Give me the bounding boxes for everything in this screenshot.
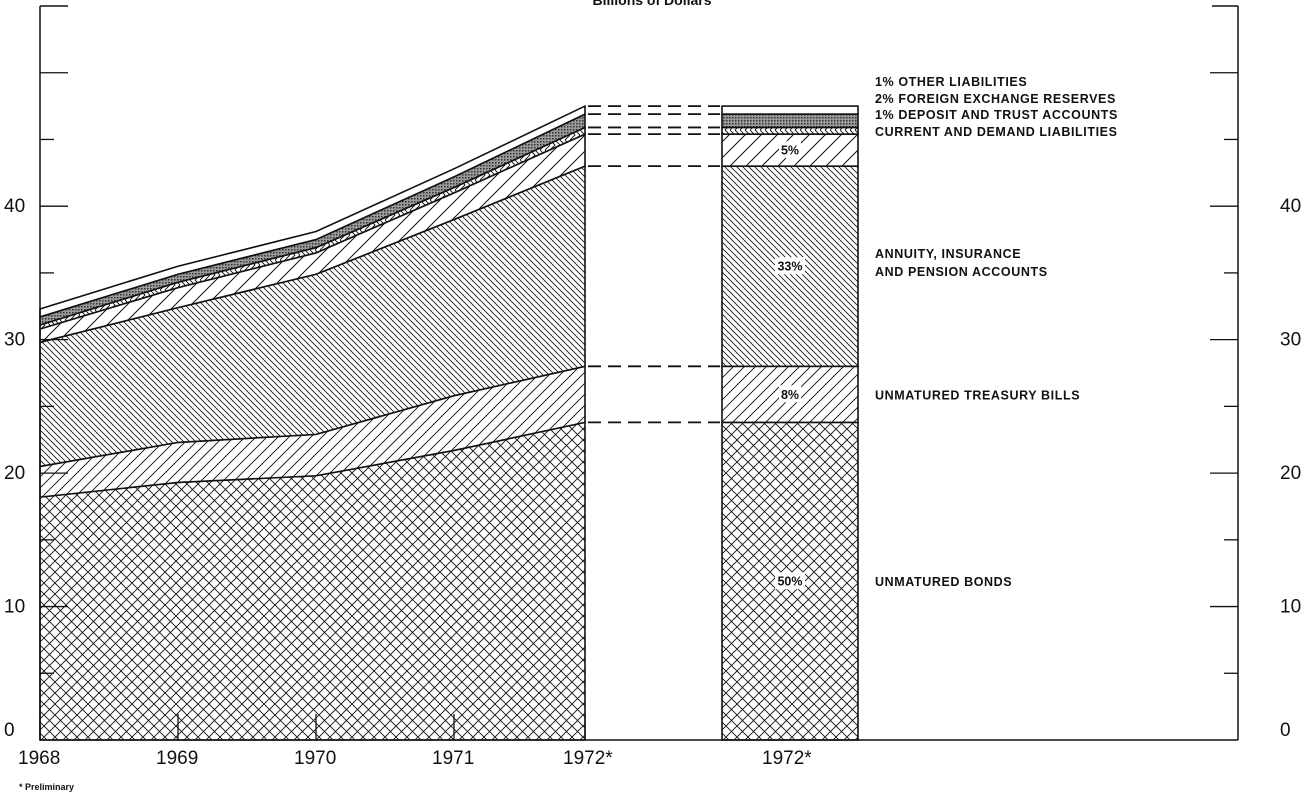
pct-label-bg [779, 385, 801, 403]
legend-label: UNMATURED TREASURY BILLS [875, 388, 1080, 402]
x-tick-label: 1972* [563, 748, 613, 769]
x-tick-label: 1968 [18, 748, 60, 769]
pct-label: 5% [781, 144, 799, 158]
legend: 1% OTHER LIABILITIES 2% FOREIGN EXCHANGE … [875, 75, 1118, 589]
bar-segment-foreign-exchange-reserves [721, 113, 859, 129]
bar-x-label: 1972* [762, 748, 812, 769]
footnote: * Preliminary [19, 782, 74, 792]
legend-label: CURRENT AND DEMAND LIABILITIES [875, 125, 1118, 139]
bar-segment-deposit-and-trust-accounts [721, 126, 859, 135]
axis-ticks: 0 0 10 10 20 20 30 30 40 40 1968 1969 1970 1971 1972* 1… [4, 72, 1301, 769]
pct-label: 50% [777, 575, 802, 589]
y-tick-label-left: 0 [4, 720, 15, 741]
x-tick-label: 1971 [432, 748, 474, 769]
bar-1972: 50% 8% 33% 5% [721, 105, 859, 741]
legend-label: 1% OTHER LIABILITIES [875, 75, 1027, 89]
y-tick-label-right: 40 [1280, 196, 1301, 217]
connector-dashes [588, 105, 720, 424]
legend-label: 2% FOREIGN EXCHANGE RESERVES [875, 92, 1116, 106]
pct-label: 33% [777, 260, 802, 274]
legend-label: UNMATURED BONDS [875, 575, 1012, 589]
chart-title: Billions of Dollars [592, 0, 711, 8]
y-tick-label-left: 40 [4, 196, 25, 217]
bar-segment-other-liabilities [721, 105, 859, 115]
y-tick-label-right: 10 [1280, 597, 1301, 618]
y-tick-label-left: 10 [4, 597, 25, 618]
pct-label-bg [779, 141, 801, 159]
area-layers [39, 104, 586, 741]
legend-label: 1% DEPOSIT AND TRUST ACCOUNTS [875, 108, 1118, 122]
legend-label: ANNUITY, INSURANCE [875, 247, 1021, 261]
area-other-liabilities [39, 104, 586, 319]
x-tick-label: 1969 [156, 748, 198, 769]
axis-frame [39, 5, 1239, 741]
y-tick-label-right: 30 [1280, 330, 1301, 351]
pct-label-bg [775, 572, 805, 590]
legend-label: AND PENSION ACCOUNTS [875, 265, 1048, 279]
x-tick-label: 1970 [294, 748, 336, 769]
y-tick-label-right: 20 [1280, 463, 1301, 484]
y-tick-label-left: 20 [4, 463, 25, 484]
y-tick-label-right: 0 [1280, 720, 1291, 741]
y-tick-label-left: 30 [4, 330, 25, 351]
pct-label-bg [775, 257, 805, 275]
pct-label: 8% [781, 388, 799, 402]
